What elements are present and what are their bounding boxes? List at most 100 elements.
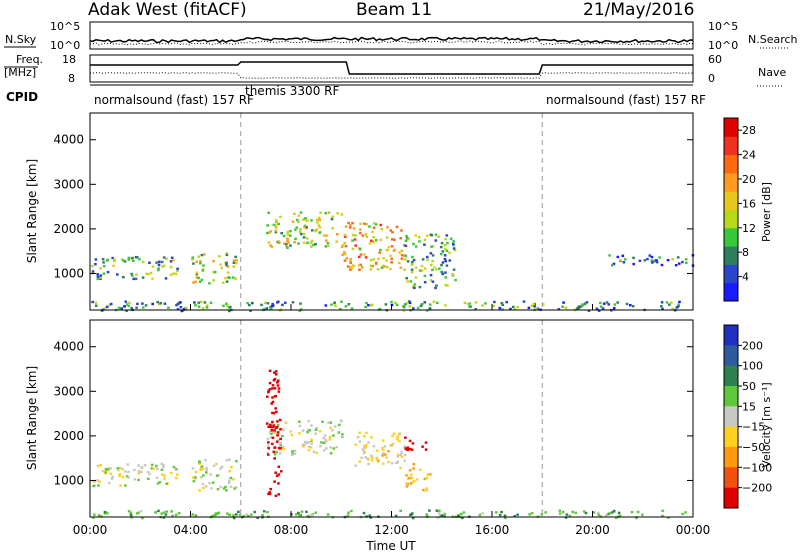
data-cell (665, 301, 669, 304)
data-cell (359, 263, 362, 267)
data-cell (400, 249, 404, 252)
nsearch-label: N.Search (748, 33, 798, 46)
data-cell (299, 302, 302, 305)
data-cell (106, 468, 110, 471)
data-cell (205, 466, 208, 470)
data-cell (382, 256, 385, 260)
data-cell (405, 302, 409, 305)
data-cell (179, 306, 183, 309)
data-cell (585, 301, 589, 304)
data-cell (408, 300, 411, 303)
data-cell (310, 442, 313, 445)
data-cell (101, 258, 105, 261)
data-cell (155, 467, 159, 471)
data-cell (219, 263, 222, 266)
data-cell (343, 253, 347, 256)
data-cell (440, 241, 444, 245)
data-cell (121, 467, 124, 471)
data-cell (268, 492, 272, 496)
data-cell (274, 230, 278, 234)
data-cell (412, 467, 415, 470)
data-cell (268, 381, 272, 385)
data-cell (160, 260, 164, 264)
data-cell (298, 513, 301, 517)
cpid-segment-3: normalsound (fast) 157 RF (546, 93, 706, 107)
data-cell (394, 301, 397, 304)
data-cell (385, 236, 389, 239)
data-cell (117, 469, 120, 472)
data-cell (350, 267, 354, 270)
data-cell (133, 478, 137, 481)
data-cell (229, 485, 233, 488)
data-cell (205, 471, 208, 474)
colorbar-tick-label: 16 (742, 197, 756, 210)
data-cell (509, 307, 512, 311)
data-cell (414, 245, 418, 248)
nsky-tick-bottom: 10^0 (50, 39, 80, 52)
data-cell (266, 395, 269, 398)
data-cell (359, 222, 362, 225)
data-cell (157, 268, 160, 272)
colorbar-swatch (724, 426, 738, 448)
data-cell (399, 509, 402, 513)
data-cell (429, 263, 433, 267)
data-cell (201, 307, 205, 310)
data-cell (199, 260, 202, 263)
data-cell (500, 510, 503, 514)
data-cell (155, 261, 158, 264)
data-cell (370, 456, 374, 460)
data-cell (423, 267, 427, 270)
data-cell (192, 262, 195, 265)
colorbar-swatch (724, 172, 738, 192)
data-cell (169, 265, 173, 269)
data-cell (326, 242, 330, 245)
data-cell (127, 510, 131, 513)
data-cell (195, 260, 199, 263)
data-cell (666, 259, 670, 262)
data-cell (113, 259, 116, 263)
data-cell (314, 432, 317, 435)
data-cell (338, 423, 341, 427)
colorbar-swatch (724, 467, 738, 489)
velocity-plot-frame (89, 319, 694, 518)
data-cell (145, 272, 148, 275)
data-cell (169, 260, 173, 263)
freq-trace (90, 61, 693, 75)
data-cell (109, 467, 112, 470)
data-cell (332, 447, 336, 450)
data-cell (203, 253, 206, 256)
data-cell (310, 245, 313, 248)
data-cell (452, 242, 455, 246)
data-cell (277, 390, 281, 393)
data-cell (410, 263, 414, 266)
data-cell (423, 301, 427, 304)
data-cell (106, 512, 109, 515)
nsearch-tick-bottom: 10^0 (708, 39, 738, 52)
data-cell (271, 384, 275, 387)
data-cell (377, 459, 380, 463)
data-cell (299, 211, 303, 214)
data-cell (612, 262, 616, 266)
data-cell (405, 482, 408, 485)
data-cell (228, 458, 231, 461)
data-cell (232, 516, 236, 520)
data-cell (156, 300, 159, 304)
data-cell (96, 275, 100, 278)
data-cell (218, 255, 221, 258)
data-cell (461, 516, 464, 520)
data-cell (273, 395, 277, 398)
data-cell (270, 422, 274, 425)
data-cell (400, 254, 404, 257)
data-cell (149, 271, 153, 275)
data-cell (428, 307, 432, 310)
data-cell (318, 218, 321, 222)
data-cell (322, 441, 326, 444)
data-cell (393, 238, 396, 241)
data-cell (677, 303, 680, 306)
data-cell (321, 420, 324, 423)
data-cell (277, 438, 280, 442)
data-cell (302, 236, 306, 239)
data-cell (227, 306, 231, 309)
data-cell (406, 260, 410, 263)
data-cell (607, 303, 611, 306)
